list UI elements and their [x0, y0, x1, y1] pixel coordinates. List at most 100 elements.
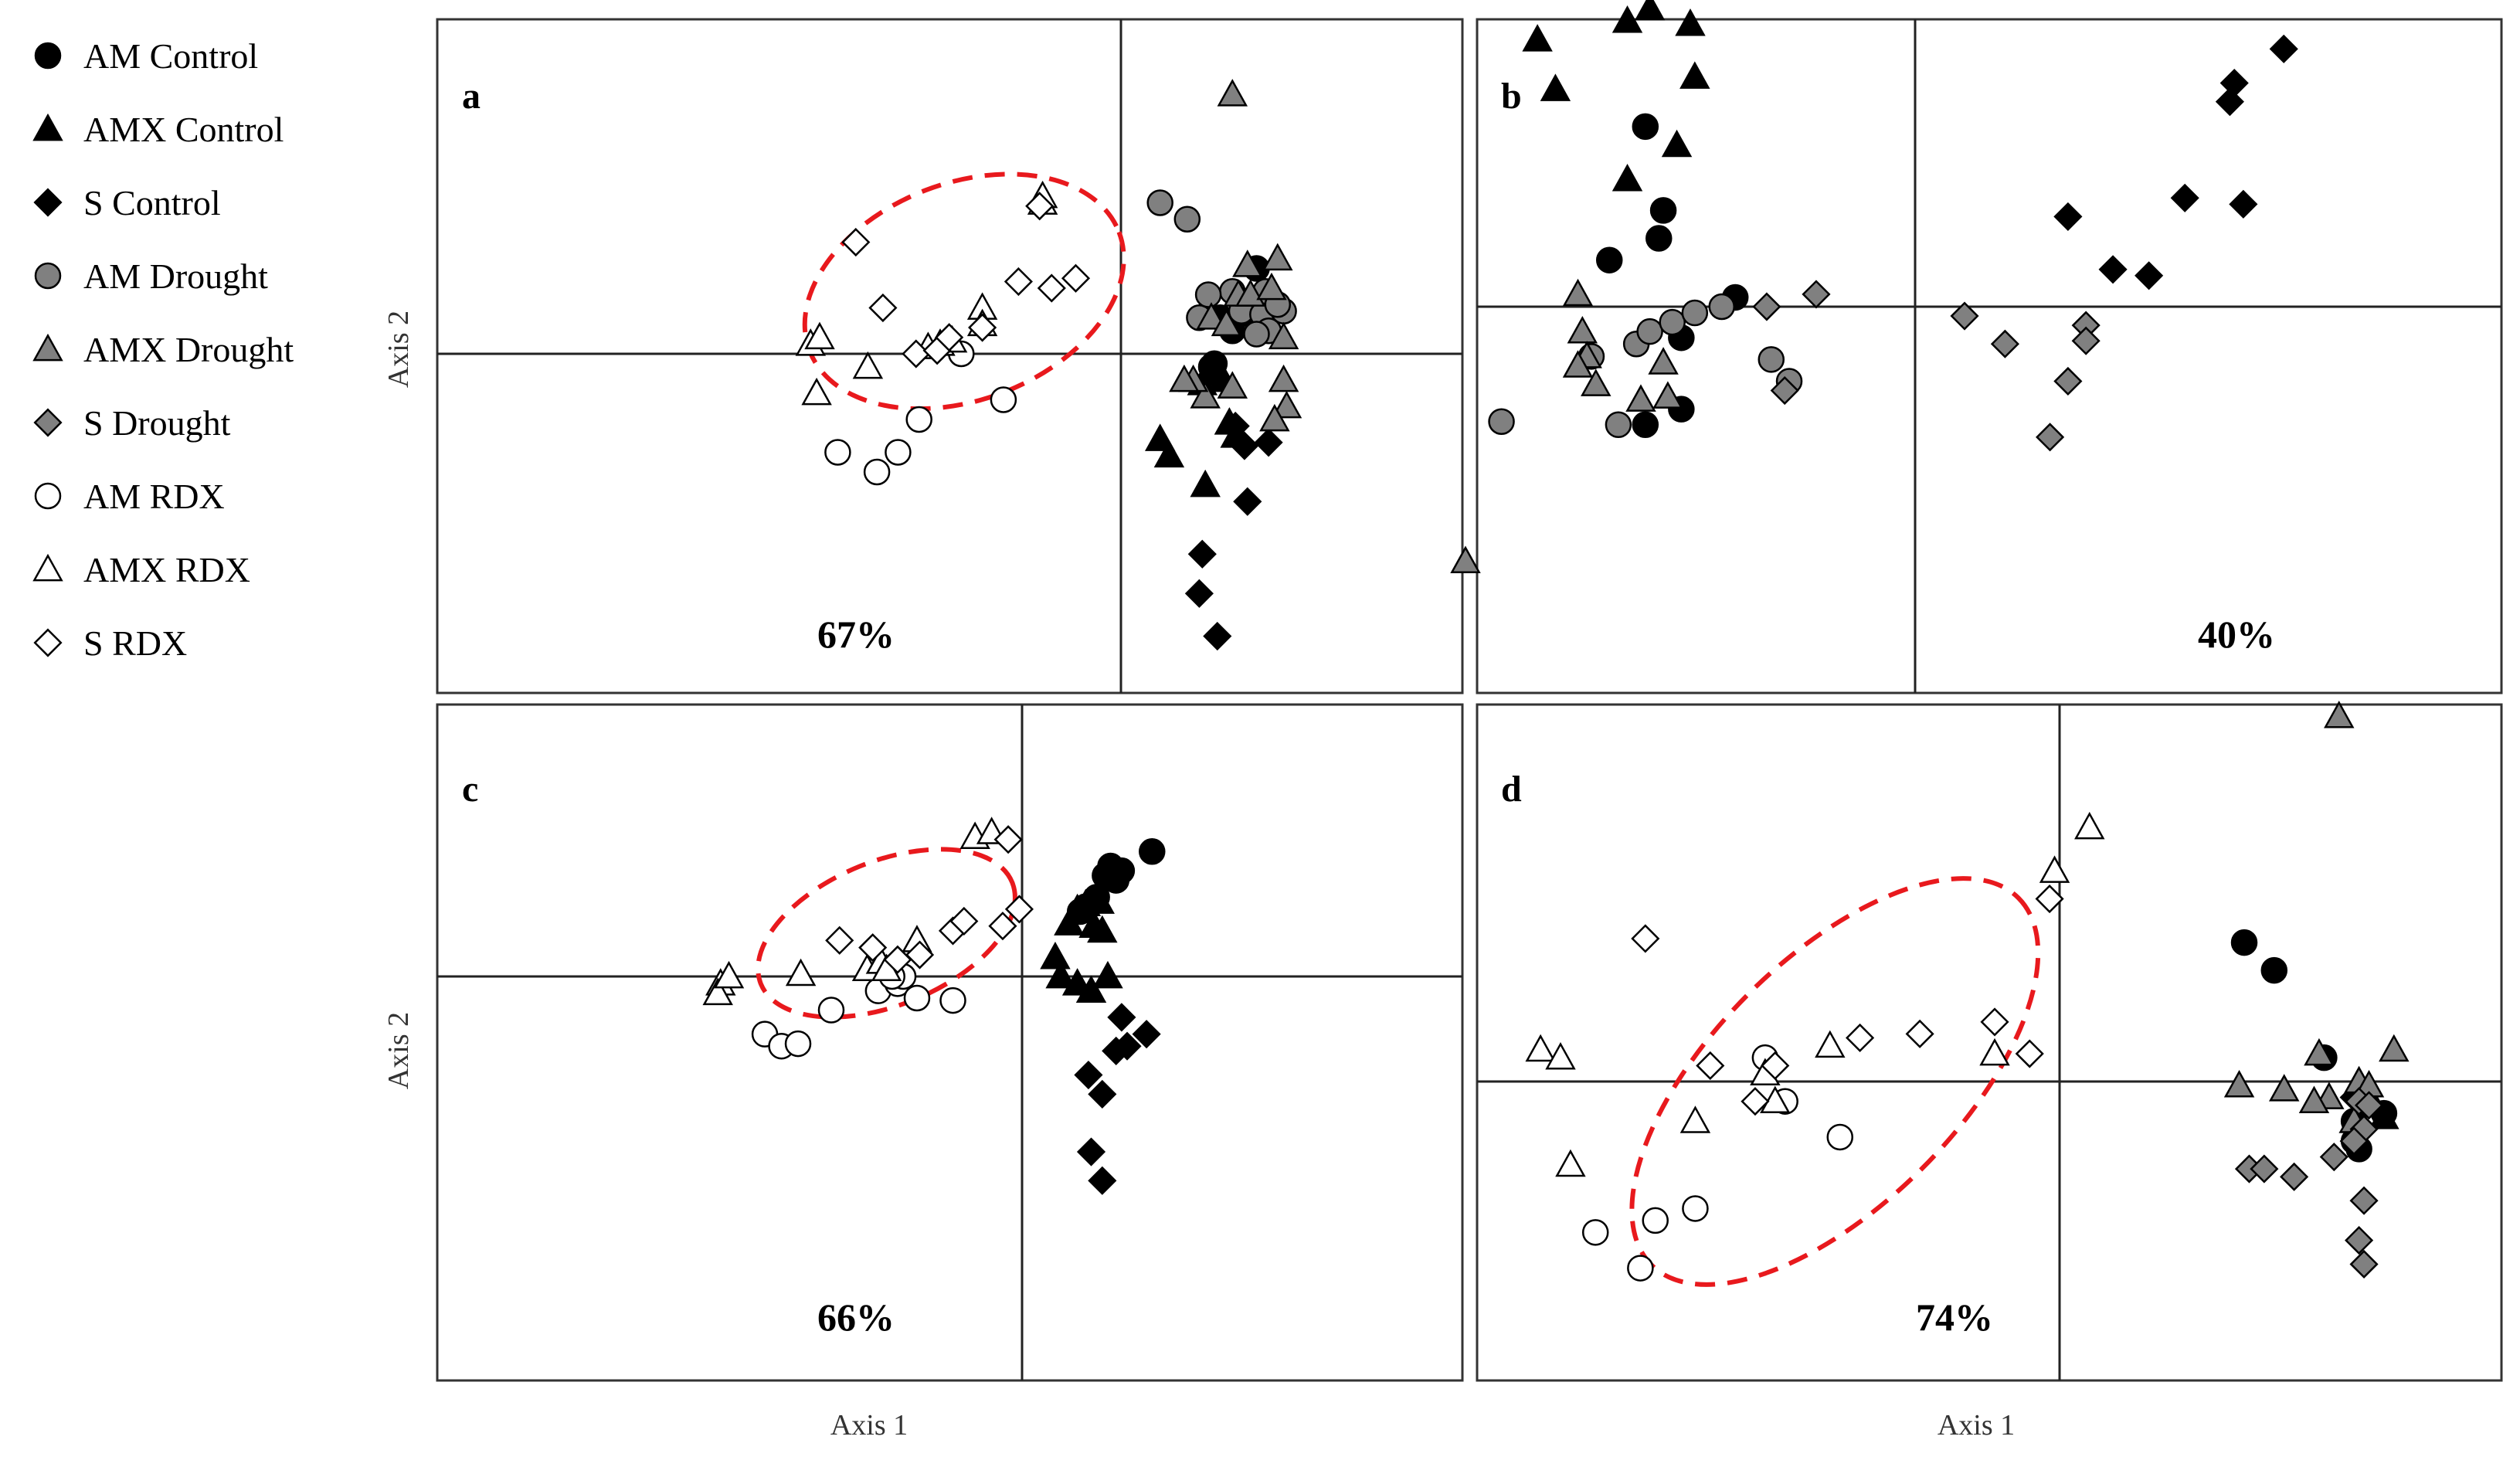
point-am-control — [1632, 113, 1659, 141]
point-amx-control — [1153, 440, 1185, 468]
point-am-rdx — [824, 439, 851, 466]
point-amx-rdx — [1525, 1034, 1556, 1062]
legend-marker-am-drought — [34, 262, 62, 290]
point-s-control — [1254, 428, 1283, 457]
point-am-drought — [1194, 281, 1222, 308]
point-s-rdx — [1037, 273, 1066, 303]
legend-marker-s-drought — [33, 408, 63, 437]
point-am-rdx — [817, 997, 845, 1024]
legend-item-amx-control: AMX Control — [32, 110, 284, 149]
point-amx-rdx — [1760, 1085, 1791, 1114]
point-s-control — [2269, 34, 2298, 63]
legend-item-s-control: S Control — [33, 183, 221, 222]
point-s-control — [1107, 1003, 1136, 1032]
point-am-rdx — [939, 986, 966, 1014]
point-s-rdx — [841, 227, 871, 257]
point-amx-control — [1144, 423, 1176, 451]
point-am-rdx — [863, 458, 891, 486]
point-s-rdx — [1004, 267, 1033, 297]
point-s-control — [2053, 202, 2083, 231]
point-amx-control — [1092, 960, 1123, 989]
point-amx-rdx — [804, 321, 835, 350]
point-amx-rdx — [785, 958, 817, 986]
rdx-cluster-ellipse — [756, 847, 1017, 1020]
point-amx-rdx — [702, 977, 733, 1006]
point-s-control — [2135, 261, 2164, 290]
point-am-drought — [1758, 346, 1785, 373]
legend-marker-amx-control — [32, 113, 63, 141]
point-am-control — [1108, 857, 1136, 885]
point-amx-drought — [1268, 321, 1299, 350]
point-s-rdx — [1696, 1051, 1725, 1081]
variance-percent: 74% — [1916, 1296, 1993, 1339]
point-s-rdx — [1741, 1087, 1770, 1116]
point-s-drought — [1990, 329, 2019, 358]
point-s-rdx — [1846, 1023, 1875, 1053]
point-s-rdx — [935, 323, 964, 352]
point-amx-rdx — [713, 960, 745, 989]
point-am-control — [1645, 225, 1673, 252]
point-amx-drought — [1268, 364, 1299, 392]
point-amx-control — [1087, 915, 1118, 943]
legend-marker-s-rdx — [33, 628, 63, 657]
variance-percent: 40% — [2198, 613, 2275, 656]
legend-marker-am-control — [34, 42, 62, 70]
point-amx-drought — [1211, 308, 1242, 337]
point-amx-rdx — [1815, 1030, 1846, 1058]
point-amx-drought — [2298, 1085, 2330, 1114]
point-s-rdx — [1025, 192, 1055, 221]
legend-item-amx-drought: AMX Drought — [32, 330, 294, 369]
point-s-drought — [2349, 1249, 2379, 1279]
legend-label: AMX RDX — [83, 550, 250, 589]
point-amx-control — [1612, 164, 1643, 192]
point-amx-drought — [1217, 371, 1248, 399]
point-s-drought — [2354, 1091, 2384, 1120]
point-s-drought — [2036, 423, 2065, 452]
point-am-rdx — [1627, 1255, 1654, 1282]
point-amx-control — [1634, 0, 1666, 21]
point-amx-drought — [1450, 545, 1481, 573]
point-s-control — [1184, 579, 1214, 608]
legend-label: S Control — [83, 183, 221, 222]
panel-label: a — [462, 76, 481, 117]
point-s-control — [1074, 1060, 1103, 1090]
legend-label: AM Drought — [83, 256, 268, 296]
panel-c: c 66% — [436, 703, 1464, 1382]
point-s-drought — [2319, 1143, 2348, 1172]
point-am-rdx — [990, 386, 1017, 413]
point-amx-control — [1679, 61, 1710, 89]
panel-frame — [1476, 703, 2503, 1382]
point-am-rdx — [1581, 1219, 1609, 1246]
panel-b: b 40% — [1450, 0, 2503, 694]
point-s-rdx — [868, 293, 898, 323]
legend-marker-am-rdx — [34, 482, 62, 510]
point-s-control — [2098, 255, 2128, 284]
variance-percent: 67% — [817, 613, 895, 656]
point-amx-control — [2369, 1102, 2399, 1129]
point-s-drought — [2053, 366, 2083, 396]
point-amx-rdx — [1555, 1149, 1586, 1177]
point-am-drought — [1146, 189, 1173, 216]
point-s-rdx — [993, 825, 1023, 854]
point-s-drought — [1950, 301, 1979, 331]
legend-label: AMX Drought — [83, 330, 294, 369]
point-s-rdx — [2035, 884, 2064, 914]
point-amx-control — [1054, 908, 1085, 936]
point-am-drought — [1708, 293, 1735, 321]
point-amx-rdx — [1545, 1041, 1576, 1070]
panel-a: a 67% — [436, 18, 1464, 694]
point-amx-control — [1612, 5, 1643, 33]
point-amx-control — [1040, 941, 1071, 970]
point-s-rdx — [1004, 895, 1034, 924]
point-amx-control — [1045, 960, 1076, 989]
point-s-rdx — [1980, 1007, 2009, 1037]
legend-label: AM RDX — [83, 477, 225, 516]
scatter-points — [1450, 0, 2298, 573]
point-am-rdx — [1682, 1195, 1709, 1222]
point-am-rdx — [784, 1030, 812, 1058]
point-amx-drought — [1259, 403, 1290, 432]
point-amx-drought — [1562, 278, 1594, 307]
legend: AM Control AMX Control S Control AM Drought… — [32, 36, 294, 663]
point-am-rdx — [1826, 1123, 1854, 1151]
point-am-control — [1632, 411, 1659, 439]
